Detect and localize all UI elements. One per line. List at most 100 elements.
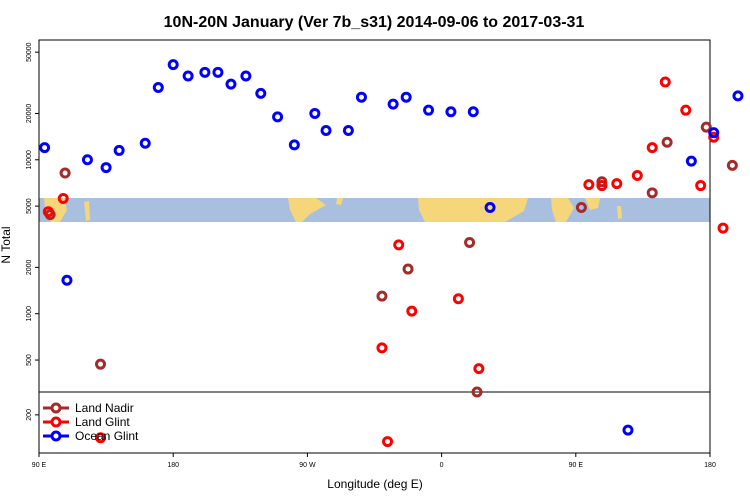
point-ocean-glint: [732, 90, 744, 102]
point-land-nadir: [376, 290, 388, 302]
point-land-nadir: [402, 263, 414, 275]
point-ocean-glint: [467, 106, 479, 118]
legend: Land Nadir Land Glint Ocean Glint: [43, 401, 139, 443]
point-land-glint-lower: [95, 432, 107, 444]
land-shape: [336, 198, 343, 205]
point-ocean-glint: [81, 154, 93, 166]
point-ocean-glint: [225, 78, 237, 90]
legend-label: Land Glint: [75, 415, 130, 429]
point-land-glint: [631, 170, 643, 182]
point-land-glint: [659, 76, 671, 88]
y-tick-label: 2000: [26, 259, 33, 275]
point-land-glint: [42, 206, 54, 218]
legend-label: Land Nadir: [75, 401, 134, 415]
point-ocean-glint: [423, 104, 435, 116]
land-shape: [551, 198, 574, 222]
point-ocean-glint: [400, 91, 412, 103]
land-shape: [418, 198, 528, 222]
legend-marker: [50, 430, 62, 442]
x-axis: 90 E 180 90 W 0 90 E 180: [32, 453, 716, 469]
point-land-glint: [646, 142, 658, 154]
point-ocean-glint: [445, 106, 457, 118]
point-land-glint: [695, 180, 707, 192]
point-ocean-glint: [387, 98, 399, 110]
land-shape: [585, 198, 600, 210]
point-land-nadir: [575, 201, 587, 213]
point-ocean-glint: [61, 274, 73, 286]
point-land-glint: [57, 193, 69, 205]
point-ocean-glint: [342, 124, 354, 136]
y-tick-label: 500: [26, 354, 33, 366]
point-ocean-glint: [39, 142, 51, 154]
point-land-nadir: [95, 358, 107, 370]
point-ocean-glint: [288, 139, 300, 151]
point-land-nadir: [700, 121, 712, 133]
data-points: [39, 59, 744, 448]
legend-label: Ocean Glint: [75, 429, 139, 443]
legend-marker: [50, 402, 62, 414]
point-land-glint: [680, 104, 692, 116]
y-axis-label: N Total: [0, 226, 13, 263]
land-shape: [288, 198, 326, 222]
lower-plot-frame: [38, 391, 711, 454]
point-ocean-glint: [139, 137, 151, 149]
y-axis: 500 1000 2000 5000 10000 20000 50000 200: [26, 42, 39, 421]
legend-item-land-glint: Land Glint: [43, 415, 130, 429]
point-land-nadir: [661, 136, 673, 148]
legend-item-land-nadir: Land Nadir: [43, 401, 134, 415]
x-axis-label: Longitude (deg E): [327, 477, 422, 491]
point-land-nadir: [646, 187, 658, 199]
point-land-glint: [376, 342, 388, 354]
point-ocean-glint: [113, 144, 125, 156]
y-tick-label: 20000: [26, 104, 33, 124]
point-ocean-glint: [182, 70, 194, 82]
point-ocean-glint-lower: [622, 424, 634, 436]
point-land-glint-lower: [382, 436, 394, 448]
world-map-strip: [39, 198, 710, 222]
point-land-glint: [583, 179, 595, 191]
point-ocean-glint: [240, 70, 252, 82]
point-land-glint: [596, 180, 608, 192]
point-land-glint: [611, 178, 623, 190]
point-ocean-glint: [272, 111, 284, 123]
point-ocean-glint: [212, 66, 224, 78]
point-ocean-glint: [320, 124, 332, 136]
point-ocean-glint: [309, 107, 321, 119]
y-tick-label: 5000: [26, 198, 33, 214]
legend-marker: [50, 416, 62, 428]
point-ocean-glint: [708, 127, 720, 139]
point-land-nadir: [471, 386, 483, 398]
land-shape: [617, 206, 622, 219]
point-land-glint: [717, 222, 729, 234]
point-land-glint: [393, 239, 405, 251]
point-land-glint: [708, 131, 720, 143]
chart-title: 10N-20N January (Ver 7b_s31) 2014-09-06 …: [164, 14, 585, 31]
ocean-band: [39, 198, 710, 222]
point-land-nadir: [59, 167, 71, 179]
land-shape: [84, 201, 90, 221]
point-land-glint: [452, 293, 464, 305]
x-tick-label: 90 E: [32, 462, 47, 469]
y-tick-label: 1000: [26, 306, 33, 322]
y-tick-label: 10000: [26, 150, 33, 170]
point-ocean-glint: [484, 201, 496, 213]
x-tick-label: 180: [704, 462, 716, 469]
x-tick-label: 0: [440, 462, 444, 469]
point-ocean-glint: [355, 91, 367, 103]
point-land-nadir: [464, 237, 476, 249]
lower-y-tick-label: 200: [26, 409, 33, 421]
point-land-nadir: [726, 159, 738, 171]
point-ocean-glint: [167, 59, 179, 71]
point-ocean-glint: [199, 66, 211, 78]
point-ocean-glint: [685, 155, 697, 167]
x-tick-label: 90 W: [299, 462, 316, 469]
point-ocean-glint: [152, 81, 164, 93]
y-tick-label: 50000: [26, 42, 33, 62]
x-tick-label: 180: [167, 462, 179, 469]
point-land-nadir: [596, 176, 608, 188]
point-ocean-glint: [255, 87, 267, 99]
point-land-glint: [473, 363, 485, 375]
x-tick-label: 90 E: [569, 462, 584, 469]
legend-item-ocean-glint: Ocean Glint: [43, 429, 139, 443]
point-ocean-glint: [100, 162, 112, 174]
